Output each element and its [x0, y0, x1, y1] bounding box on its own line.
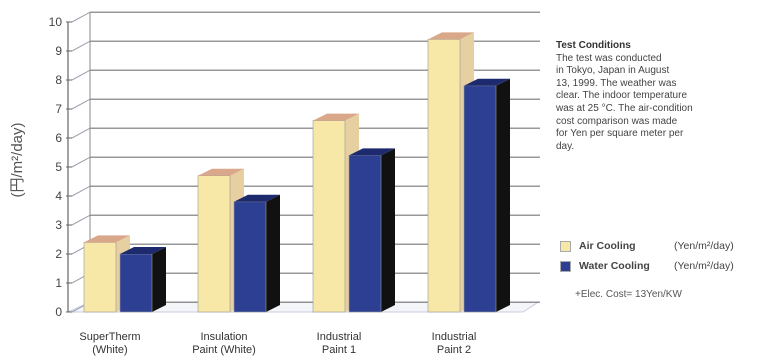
y-tick-label: 3	[55, 218, 62, 232]
legend: Air Cooling (Yen/m²/day) Water Cooling (…	[560, 236, 780, 276]
category-label: Industrial Paint 2	[432, 331, 477, 356]
water-cooling-bar-front	[233, 201, 267, 313]
y-tick-label: 9	[55, 44, 62, 58]
bars-layer	[83, 32, 510, 313]
test-conditions-title: Test Conditions	[556, 40, 631, 51]
y-tick-label: 10	[49, 15, 63, 29]
water-cooling-bar-side	[496, 78, 510, 312]
category-label-line: Paint (White)	[192, 344, 256, 356]
air-cooling-bar-top	[313, 113, 359, 121]
water-cooling-bar-side	[266, 194, 280, 312]
gridline-connector	[71, 11, 91, 23]
gridline-connector	[71, 98, 91, 110]
air-cooling-bar-top	[428, 32, 474, 40]
legend-unit: (Yen/m²/day)	[674, 260, 734, 272]
air-cooling-bar-front	[312, 120, 346, 313]
water-cooling-bar-top	[234, 194, 280, 202]
water-cooling-bar-front	[463, 85, 497, 313]
conditions-line: clear. The indoor temperature	[556, 90, 688, 102]
conditions-line: for Yen per square meter per	[556, 128, 684, 140]
y-tick-label: 2	[55, 247, 62, 261]
air-cooling-bar-front	[427, 39, 461, 313]
y-axis: 0 1 2 3 4 5 6 7 8 9 10	[49, 12, 91, 319]
water-cooling-bar	[233, 194, 280, 313]
y-tick-label: 5	[55, 160, 62, 174]
test-conditions-panel: Test Conditions The test was conducted i…	[556, 40, 771, 153]
gridline-connector	[71, 156, 91, 168]
gridline-connector	[71, 127, 91, 139]
conditions-line: day.	[556, 140, 575, 152]
legend-unit: (Yen/m²/day)	[674, 240, 734, 252]
y-tick-label: 4	[55, 189, 62, 203]
conditions-line: The test was conducted	[556, 52, 662, 64]
category-label: Insulation Paint (White)	[192, 331, 256, 356]
water-cooling-bar-side	[381, 148, 395, 312]
category-label-line: SuperTherm	[79, 331, 140, 343]
legend-entry-air-cooling: Air Cooling (Yen/m²/day)	[560, 236, 780, 256]
legend-label: Water Cooling	[579, 260, 650, 272]
water-cooling-bar-top	[349, 148, 395, 156]
gridline-connector	[71, 69, 91, 81]
conditions-line: cost comparison was made	[556, 115, 678, 127]
category-labels: SuperTherm (White) Insulation Paint (White)…	[79, 331, 476, 356]
air-cooling-bar-front	[197, 175, 231, 313]
water-cooling-bar-front	[348, 155, 382, 313]
air-cooling-bar-top	[84, 235, 130, 243]
air-cooling-bar-top	[198, 168, 244, 176]
gridline-connector	[71, 185, 91, 197]
water-cooling-bar	[119, 247, 166, 313]
conditions-line: in Tokyo, Japan in August	[556, 65, 670, 77]
category-label-line: Industrial	[317, 331, 362, 343]
water-cooling-swatch	[560, 260, 571, 272]
gridline-connector	[71, 214, 91, 226]
category-label-line: Industrial	[432, 331, 477, 343]
gridline-connector	[71, 40, 91, 52]
category-label-line: Insulation	[200, 331, 247, 343]
y-tick-label: 6	[55, 131, 62, 145]
electricity-cost-note: +Elec. Cost= 13Yen/KW	[575, 289, 682, 300]
y-tick-label: 8	[55, 73, 62, 87]
category-label: SuperTherm (White)	[79, 331, 140, 356]
category-label-line: Paint 1	[322, 344, 356, 356]
category-label-line: Paint 2	[437, 344, 471, 356]
water-cooling-bar-side	[152, 247, 166, 312]
water-cooling-bar	[348, 148, 395, 313]
y-tick-label: 7	[55, 102, 62, 116]
air-cooling-bar-front	[83, 242, 117, 313]
conditions-line: 13, 1999. The weather was	[556, 77, 677, 89]
legend-entry-water-cooling: Water Cooling (Yen/m²/day)	[560, 256, 780, 276]
category-label-line: (White)	[92, 344, 127, 356]
y-tick-label: 0	[55, 305, 62, 319]
water-cooling-bar-top	[464, 78, 510, 86]
conditions-line: was at 25 °C. The air-condition	[556, 102, 693, 114]
water-cooling-bar-front	[119, 253, 153, 313]
water-cooling-bar	[463, 78, 510, 313]
category-label: Industrial Paint 1	[317, 331, 362, 356]
legend-label: Air Cooling	[579, 240, 636, 252]
water-cooling-bar-top	[120, 247, 166, 254]
y-tick-label: 1	[55, 276, 62, 290]
y-axis-label: (円/m²/day)	[9, 122, 26, 197]
air-cooling-swatch	[560, 240, 571, 252]
